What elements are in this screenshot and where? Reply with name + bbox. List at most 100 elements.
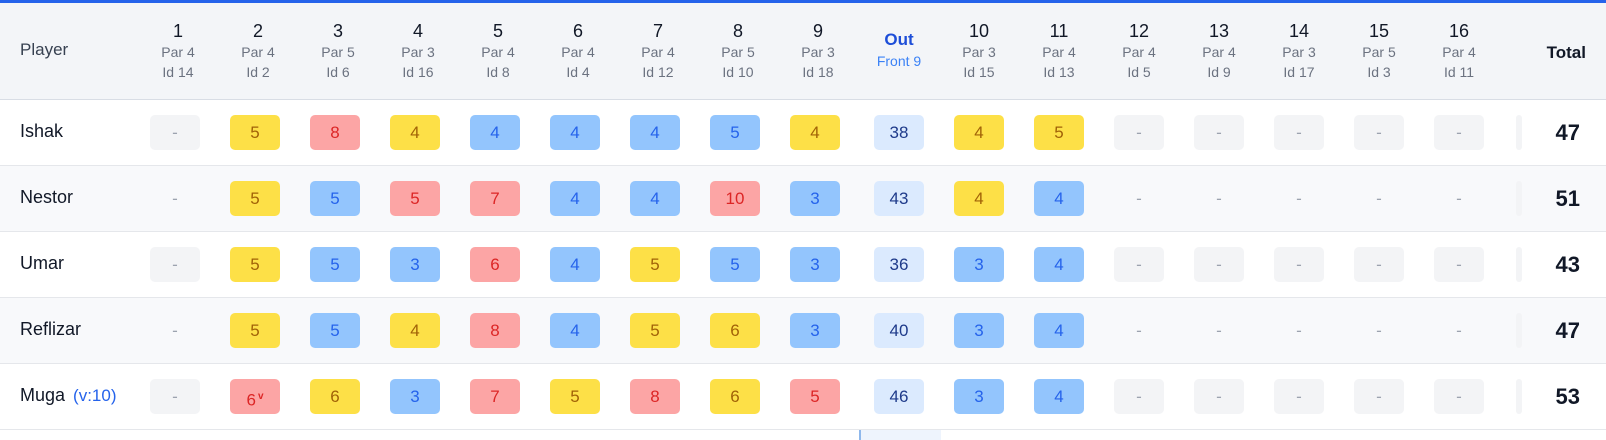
player-row[interactable]: Muga (v:10) -6 v 6 3 7 5 8 6 5 46 3 4- - - - -53 (0, 364, 1606, 430)
score-cell-hole-6[interactable]: 5 (550, 379, 600, 414)
score-cell-hole-10[interactable]: 3 (954, 247, 1004, 282)
score-cell-hole-13[interactable]: - (1194, 181, 1244, 216)
score-cell-hole-7[interactable]: 4 (630, 181, 680, 216)
player-name[interactable]: Ishak (20, 121, 63, 142)
player-name[interactable]: Muga (v:10) (20, 385, 117, 406)
player-row[interactable]: Nestor - 5 5 5 7 4 4 10 3 43 4 4 - - - - - 51 (0, 166, 1606, 232)
score-cell-hole-17-partial[interactable] (1516, 313, 1522, 348)
score-cell-hole-1[interactable]: - (150, 313, 200, 348)
score-cell-hole-9[interactable]: 4 (790, 115, 840, 150)
score-cell-hole-2[interactable]: 5 (230, 181, 280, 216)
score-cell-hole-3[interactable]: 6 (310, 379, 360, 414)
score-cell-hole-16[interactable]: - (1434, 313, 1484, 348)
score-cell-hole-15[interactable]: - (1354, 313, 1404, 348)
score-cell-hole-7[interactable]: 4 (630, 115, 680, 150)
score-cell-hole-16[interactable]: - (1434, 115, 1484, 150)
score-cell-hole-5[interactable]: 6 (470, 247, 520, 282)
score-cell-hole-11[interactable]: 4 (1034, 379, 1084, 414)
score-cell-hole-14[interactable]: - (1274, 379, 1324, 414)
score-cell-hole-3[interactable]: 5 (310, 247, 360, 282)
score-cell-hole-7[interactable]: 5 (630, 247, 680, 282)
score-cell-hole-13[interactable]: - (1194, 115, 1244, 150)
player-row[interactable]: Reflizar - 5 5 4 8 4 5 6 3 40 3 4 - - - - - 47 (0, 298, 1606, 364)
player-row[interactable]: Umar -5 5 3 6 4 5 5 3 36 3 4- - - - -43 (0, 232, 1606, 298)
score-cell-hole-4[interactable]: 5 (390, 181, 440, 216)
score-cell-hole-4[interactable]: 4 (390, 313, 440, 348)
score-cell-hole-1[interactable]: - (150, 115, 200, 150)
score-cell-hole-10[interactable]: 3 (954, 379, 1004, 414)
score-cell-hole-4[interactable]: 3 (390, 379, 440, 414)
score-cell-hole-13[interactable]: - (1194, 313, 1244, 348)
player-row[interactable]: Ishak - 5 8 4 4 4 4 5 4 38 4 5 - - - - - 47 (0, 100, 1606, 166)
score-cell-hole-1[interactable]: - (150, 379, 200, 414)
score-cell-hole-17-partial[interactable] (1516, 115, 1522, 150)
score-cell-hole-4[interactable]: 3 (390, 247, 440, 282)
score-cell-hole-14[interactable]: - (1274, 313, 1324, 348)
score-cell-hole-5[interactable]: 7 (470, 379, 520, 414)
score-cell-hole-14[interactable]: - (1274, 181, 1324, 216)
score-cell-hole-15[interactable]: - (1354, 247, 1404, 282)
score-cell-hole-14[interactable]: - (1274, 115, 1324, 150)
score-cell-hole-3[interactable]: 5 (310, 313, 360, 348)
score-cell-hole-7[interactable]: 5 (630, 313, 680, 348)
player-name[interactable]: Umar (20, 253, 64, 274)
score-cell-hole-5[interactable]: 7 (470, 181, 520, 216)
hole-num: 10 (968, 21, 990, 41)
score-cell-hole-13[interactable]: - (1194, 247, 1244, 282)
score-cell-hole-12[interactable]: - (1114, 313, 1164, 348)
score-cell-hole-3[interactable]: 8 (310, 115, 360, 150)
score-cell-hole-13[interactable]: - (1194, 379, 1244, 414)
score-cell-hole-9[interactable]: 3 (790, 181, 840, 216)
score-cell-hole-6[interactable]: 4 (550, 313, 600, 348)
score-cell-hole-8[interactable]: 6 (710, 313, 760, 348)
score-cell-hole-16[interactable]: - (1434, 379, 1484, 414)
score-cell-hole-15[interactable]: - (1354, 115, 1404, 150)
score-cell-hole-12[interactable]: - (1114, 115, 1164, 150)
hole-header-13: 13 Par 4 Id 9 (1179, 20, 1259, 82)
score-cell-hole-11[interactable]: 4 (1034, 247, 1084, 282)
score-cell-hole-8[interactable]: 10 (710, 181, 760, 216)
score-cell-hole-6[interactable]: 4 (550, 181, 600, 216)
score-cell-hole-9[interactable]: 3 (790, 247, 840, 282)
score-cell-hole-5[interactable]: 8 (470, 313, 520, 348)
player-name[interactable]: Nestor (20, 187, 73, 208)
score-cell-hole-2[interactable]: 5 (230, 313, 280, 348)
score-value: 10 (725, 189, 745, 208)
score-cell-hole-8[interactable]: 6 (710, 379, 760, 414)
score-cell-hole-10[interactable]: 4 (954, 115, 1004, 150)
score-cell-hole-16[interactable]: - (1434, 181, 1484, 216)
score-cell-hole-17-partial[interactable] (1516, 379, 1522, 414)
score-cell-hole-9[interactable]: 5 (790, 379, 840, 414)
score-cell-hole-2[interactable]: 5 (230, 247, 280, 282)
score-cell-hole-1[interactable]: - (150, 181, 200, 216)
score-cell-hole-17-partial[interactable] (1516, 247, 1522, 282)
score-cell-hole-4[interactable]: 4 (390, 115, 440, 150)
score-cell-hole-15[interactable]: - (1354, 379, 1404, 414)
score-cell-hole-1[interactable]: - (150, 247, 200, 282)
score-cell-hole-2[interactable]: 5 (230, 115, 280, 150)
score-cell-hole-10[interactable]: 3 (954, 313, 1004, 348)
score-cell-hole-9[interactable]: 3 (790, 313, 840, 348)
score-cell-hole-5[interactable]: 4 (470, 115, 520, 150)
score-cell-hole-12[interactable]: - (1114, 379, 1164, 414)
score-cell-hole-14[interactable]: - (1274, 247, 1324, 282)
score-cell-hole-12[interactable]: - (1114, 247, 1164, 282)
score-cell-hole-11[interactable]: 5 (1034, 115, 1084, 150)
score-cell-hole-16[interactable]: - (1434, 247, 1484, 282)
score-value: 4 (1054, 387, 1064, 406)
score-cell-hole-11[interactable]: 4 (1034, 181, 1084, 216)
score-cell-hole-8[interactable]: 5 (710, 247, 760, 282)
score-cell-hole-11[interactable]: 4 (1034, 313, 1084, 348)
score-cell-hole-6[interactable]: 4 (550, 247, 600, 282)
player-name[interactable]: Reflizar (20, 319, 81, 340)
score-cell-hole-7[interactable]: 8 (630, 379, 680, 414)
score-cell-hole-15[interactable]: - (1354, 181, 1404, 216)
score-cell-hole-6[interactable]: 4 (550, 115, 600, 150)
score-cell-hole-8[interactable]: 5 (710, 115, 760, 150)
score-cell-hole-12[interactable]: - (1114, 181, 1164, 216)
score-cell-hole-17-partial[interactable] (1516, 181, 1522, 216)
score-cell-hole-10[interactable]: 4 (954, 181, 1004, 216)
score-cell-hole-3[interactable]: 5 (310, 181, 360, 216)
hole-par: Par 5 (721, 44, 755, 60)
